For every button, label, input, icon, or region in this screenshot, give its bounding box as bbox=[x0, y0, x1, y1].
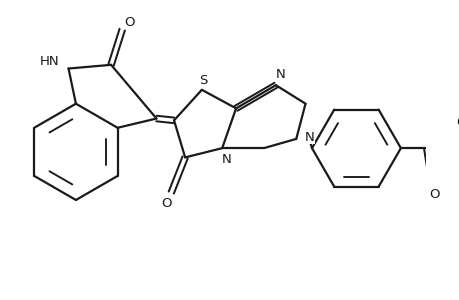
Text: N: N bbox=[304, 130, 313, 143]
Text: N: N bbox=[275, 68, 285, 81]
Text: O: O bbox=[428, 188, 438, 201]
Text: O: O bbox=[456, 116, 459, 129]
Text: O: O bbox=[124, 16, 134, 29]
Text: S: S bbox=[199, 74, 207, 87]
Text: HN: HN bbox=[39, 55, 59, 68]
Text: O: O bbox=[161, 197, 172, 210]
Text: N: N bbox=[221, 153, 231, 166]
